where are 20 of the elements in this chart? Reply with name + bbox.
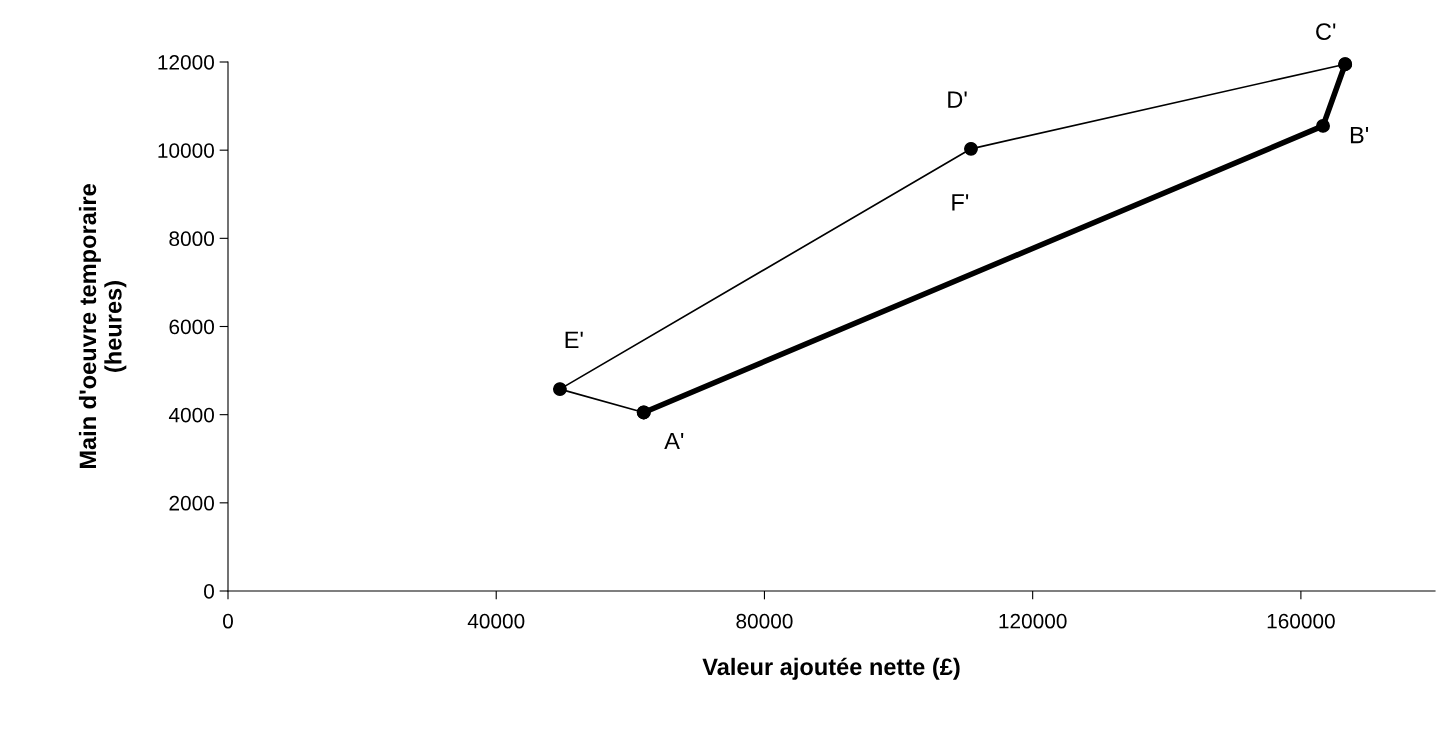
annotation: E' <box>565 331 583 348</box>
y-tick-label: 8000 <box>169 231 214 247</box>
x-tick-label: 40000 <box>467 613 525 629</box>
y-tick-label: 2000 <box>169 495 214 511</box>
x-tick-label: 0 <box>223 613 233 629</box>
y-tick-label: 12000 <box>158 55 214 70</box>
x-tick-label: 80000 <box>736 613 793 629</box>
y-tick-label: 0 <box>204 584 214 599</box>
y-tick-label: 6000 <box>169 319 214 335</box>
x-tick-label: 160000 <box>1267 613 1335 629</box>
x-axis-title: Valeur ajoutée nette (£) <box>702 657 960 680</box>
annotation: A' <box>664 432 684 450</box>
y-tick-label: 4000 <box>168 407 214 423</box>
x-tick-label: 120000 <box>999 613 1067 629</box>
annotation: B' <box>1350 126 1369 144</box>
annotation: C' <box>1316 23 1336 40</box>
y-tick-label: 10000 <box>158 143 214 158</box>
annotation: D' <box>948 91 967 108</box>
annotation: F' <box>952 194 969 211</box>
y-axis-title: Main d'oeuvre temporaire (heures) <box>78 184 127 469</box>
